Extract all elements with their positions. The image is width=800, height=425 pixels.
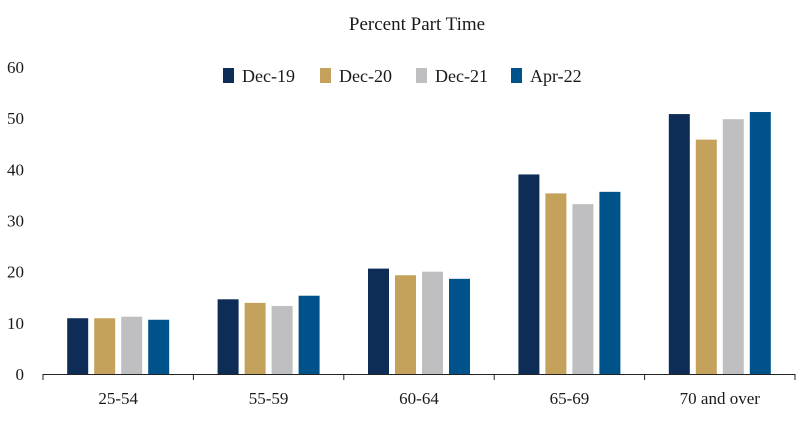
legend-swatch <box>416 68 427 83</box>
x-tick-label: 55-59 <box>249 389 289 408</box>
bar <box>121 316 143 374</box>
bar <box>572 204 594 374</box>
chart-title: Percent Part Time <box>349 14 485 35</box>
x-tick-label: 65-69 <box>550 389 590 408</box>
legend-label: Dec-21 <box>435 66 488 86</box>
x-tick-label: 60-64 <box>399 389 439 408</box>
bar <box>67 318 89 374</box>
legend-label: Dec-20 <box>339 66 392 86</box>
bar <box>545 193 567 374</box>
bars <box>67 112 771 374</box>
bar <box>368 268 389 374</box>
x-tick-label: 25-54 <box>98 389 138 408</box>
y-axis: 0 10 20 30 40 50 60 <box>7 58 24 384</box>
bar <box>668 114 690 374</box>
bar <box>599 191 621 374</box>
legend-swatch <box>223 68 234 83</box>
y-tick-label: 0 <box>16 365 25 384</box>
legend-swatch <box>320 68 331 83</box>
bar <box>271 305 293 374</box>
bar <box>449 278 470 374</box>
bar <box>749 112 771 374</box>
y-tick-label: 30 <box>7 212 24 231</box>
bar <box>695 139 717 374</box>
bar <box>422 271 443 374</box>
bar <box>148 319 170 374</box>
y-tick-label: 50 <box>7 109 24 128</box>
bar <box>244 302 266 374</box>
bar <box>298 295 320 374</box>
y-tick-label: 20 <box>7 263 24 282</box>
y-tick-label: 60 <box>7 58 24 77</box>
bar <box>722 119 744 374</box>
legend-label: Dec-19 <box>242 66 295 86</box>
legend: Dec-19 Dec-20 Dec-21 Apr-22 <box>223 66 582 86</box>
bar <box>94 318 116 374</box>
bar <box>217 299 239 374</box>
legend-label: Apr-22 <box>530 66 582 86</box>
legend-swatch <box>511 68 522 83</box>
y-tick-label: 10 <box>7 314 24 333</box>
x-axis: 25-54 55-59 60-64 65-69 70 and over <box>42 374 796 408</box>
bar <box>518 174 540 374</box>
bar <box>395 275 416 374</box>
y-tick-label: 40 <box>7 160 24 179</box>
x-tick-label: 70 and over <box>680 389 761 408</box>
